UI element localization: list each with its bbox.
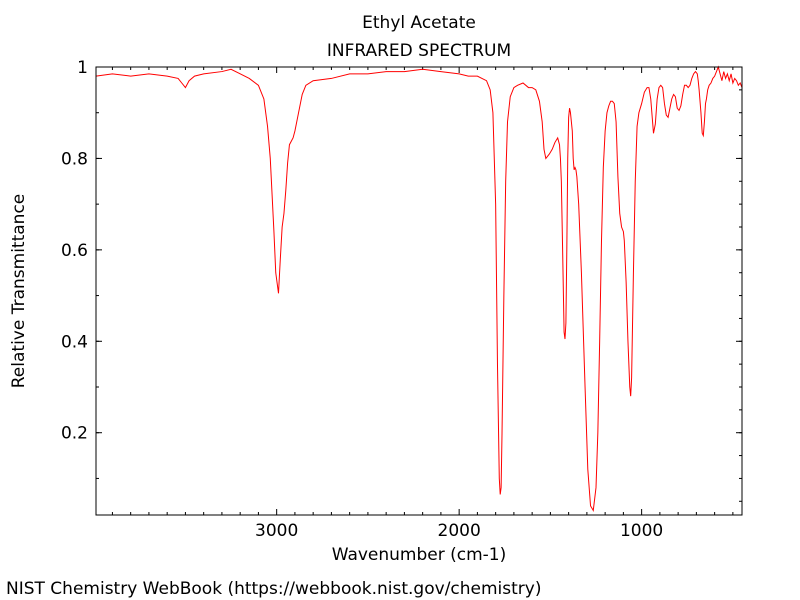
chart-subtitle: INFRARED SPECTRUM [327,41,511,61]
plot-frame [95,66,743,516]
y-tick-label: 1 [77,58,88,78]
spectrum-series-line [95,65,743,512]
source-footer: NIST Chemistry WebBook (https://webbook.… [6,579,541,599]
x-tick-label: 2000 [438,521,481,541]
x-axis-label: Wavenumber (cm-1) [332,545,507,565]
y-axis-label: Relative Transmittance [9,194,29,389]
y-tick-label: 0.4 [61,332,88,352]
x-tick-label: 1000 [620,521,663,541]
y-tick-label: 0.6 [61,241,88,261]
x-axis-ticks: 3000 2000 1000 [111,67,734,541]
y-tick-label: 0.2 [61,424,88,444]
x-tick-label: 3000 [255,521,298,541]
chart-title: Ethyl Acetate [362,13,476,33]
y-axis-ticks: 0.2 0.4 0.6 0.8 1 [61,58,742,502]
y-tick-label: 0.8 [61,149,88,169]
